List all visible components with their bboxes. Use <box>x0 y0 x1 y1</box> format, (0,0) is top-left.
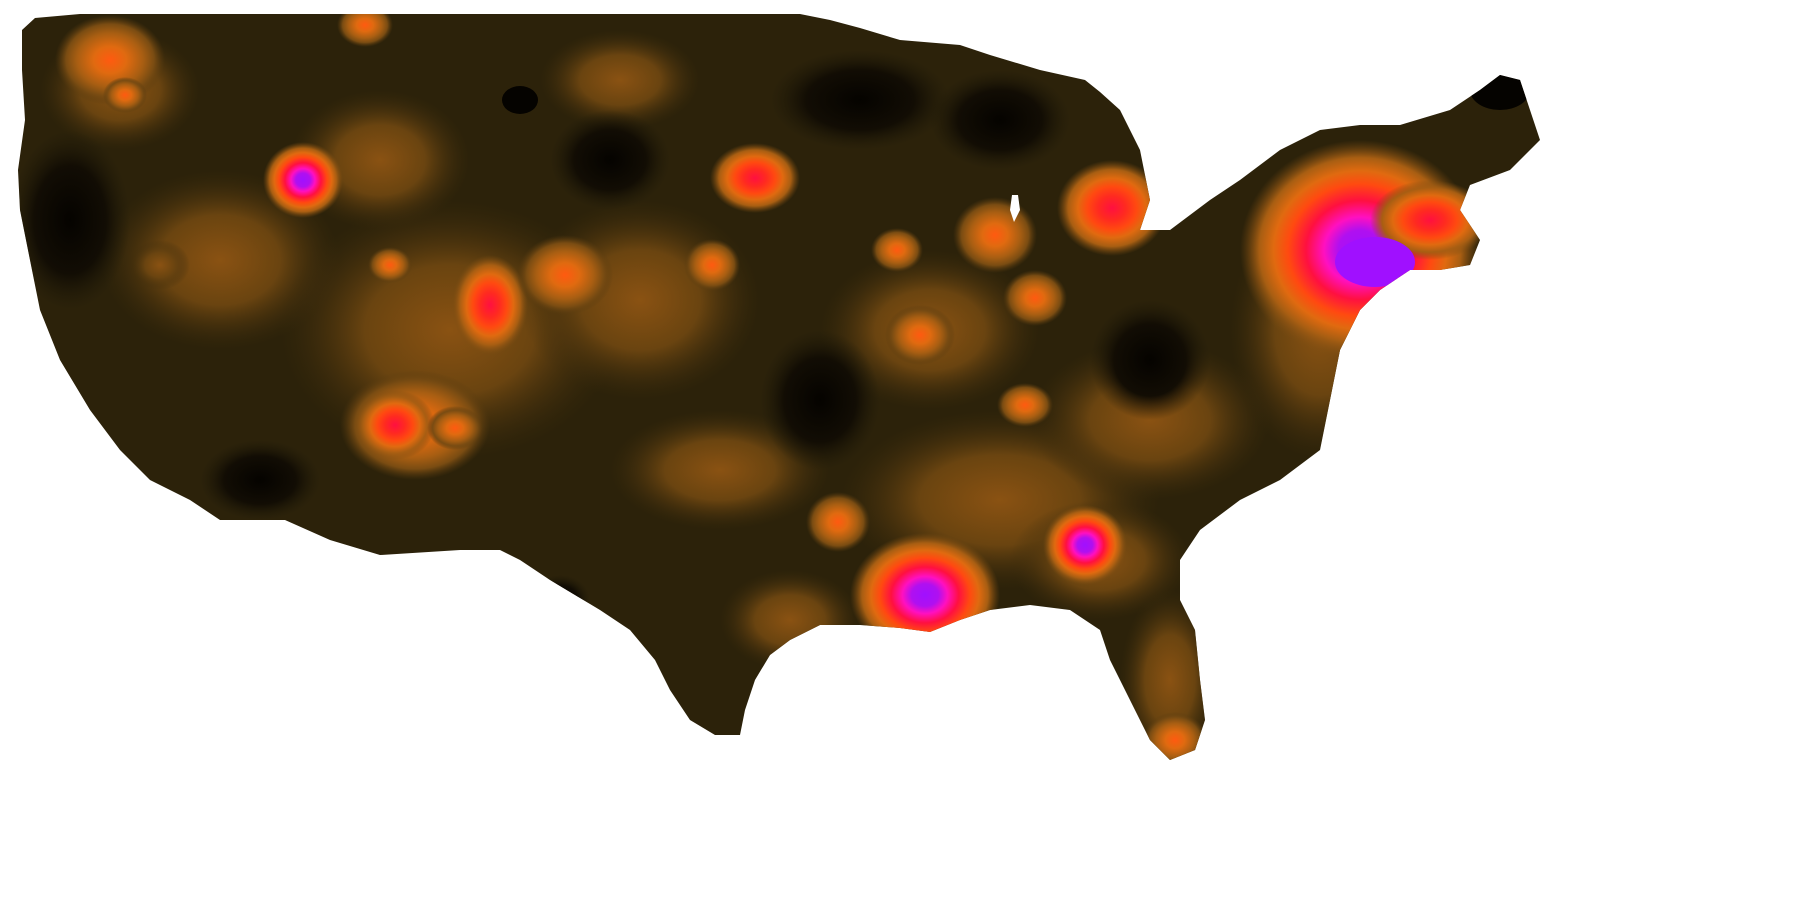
hotspot-pacific-northwest-idaho <box>263 142 343 218</box>
hotspot-oregon-east <box>103 77 147 113</box>
hotspot-indiana <box>1003 270 1067 326</box>
warm-hotspots <box>55 14 1207 760</box>
hotspot-utah-east <box>427 406 483 450</box>
hotspot-great-lakes-detroit <box>1057 160 1167 256</box>
dark-pockets <box>18 50 1530 625</box>
hotspot-ny-metro <box>1335 237 1415 287</box>
hotspot-wyoming <box>368 247 412 283</box>
hotspot-southwest-colorado <box>452 255 528 355</box>
hotspot-north-montana <box>337 14 393 47</box>
hotspot-california-north <box>130 240 190 290</box>
hotspot-northern-plains <box>710 143 800 213</box>
hotspot-missouri <box>885 305 955 365</box>
hotspot-tennessee <box>997 383 1053 427</box>
hotspot-texas-east <box>806 492 870 552</box>
lake-michigan <box>1010 195 1020 222</box>
hotspot-southeast-atlanta <box>1043 505 1127 585</box>
hotspot-kansas <box>517 235 613 315</box>
hotspot-chicago <box>953 197 1037 273</box>
hotspot-oklahoma <box>684 239 740 291</box>
hotspot-iowa <box>871 228 923 272</box>
hotspot-nevada <box>355 390 435 460</box>
hotspot-northeast-boston <box>1370 180 1490 260</box>
